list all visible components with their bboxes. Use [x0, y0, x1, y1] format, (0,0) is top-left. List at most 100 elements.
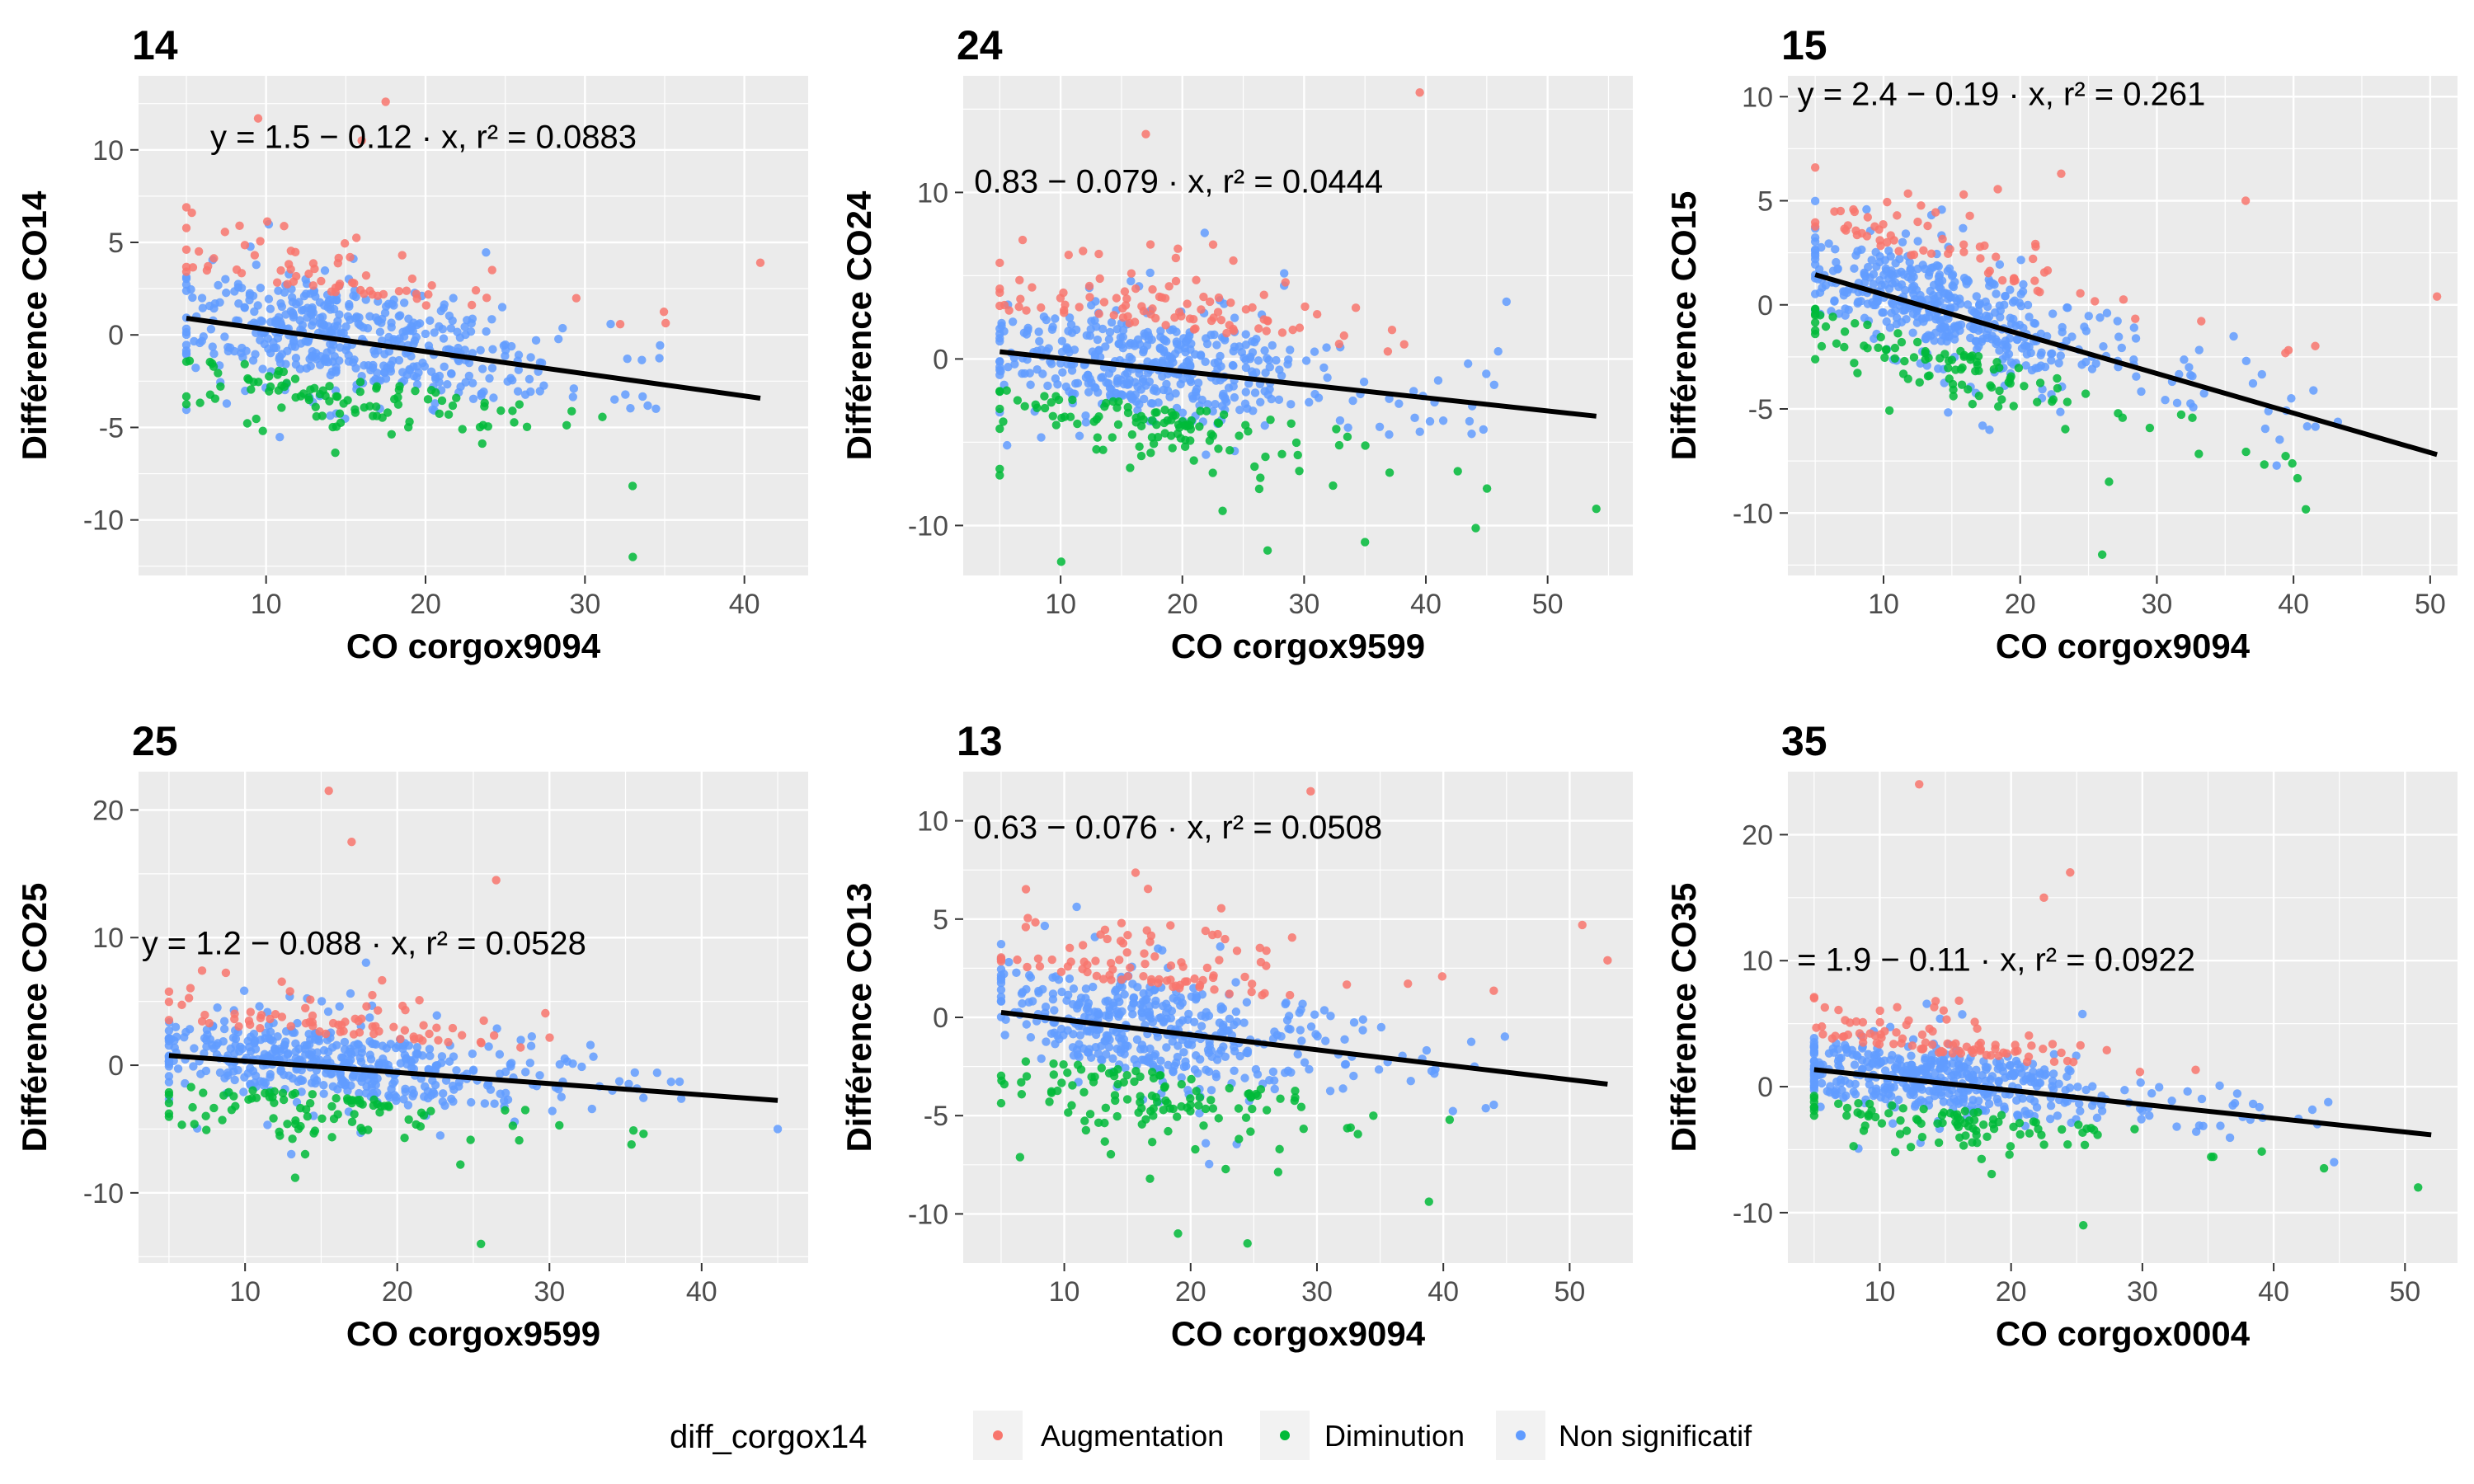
- x-axis-title: CO corgox9599: [346, 1314, 600, 1353]
- data-point: [1841, 1044, 1851, 1053]
- y-tick-label: 10: [917, 806, 948, 838]
- data-point: [187, 208, 196, 218]
- data-point: [308, 259, 318, 268]
- data-point: [1817, 1078, 1827, 1088]
- data-point: [1041, 1002, 1051, 1012]
- data-point: [1256, 957, 1266, 967]
- data-point: [1255, 943, 1264, 953]
- data-point: [1260, 989, 1269, 998]
- data-point: [1958, 1010, 1967, 1019]
- data-point: [310, 1073, 319, 1082]
- data-point: [444, 311, 454, 321]
- data-point: [1424, 1197, 1433, 1206]
- data-point: [1959, 190, 1968, 200]
- data-point: [1853, 1052, 1862, 1061]
- data-point: [350, 1048, 360, 1057]
- data-point: [258, 364, 267, 373]
- data-point: [1176, 340, 1185, 350]
- data-point: [294, 1125, 303, 1134]
- data-point: [1139, 415, 1148, 425]
- data-point: [426, 386, 436, 395]
- data-point: [2093, 1130, 2102, 1139]
- data-point: [1071, 378, 1080, 388]
- data-point: [261, 1028, 270, 1038]
- data-point: [1230, 1066, 1239, 1075]
- data-point: [516, 1043, 525, 1052]
- data-point: [315, 319, 325, 328]
- data-point: [197, 294, 207, 303]
- data-point: [240, 359, 249, 369]
- data-point: [291, 359, 301, 369]
- data-point: [2057, 169, 2066, 178]
- data-point: [2000, 1102, 2009, 1111]
- regression-line: [186, 316, 761, 401]
- data-point: [1500, 1032, 1510, 1041]
- y-tick-label: -10: [908, 510, 948, 542]
- data-point: [270, 1087, 279, 1097]
- data-point: [1047, 1029, 1056, 1038]
- data-point: [2063, 303, 2072, 312]
- data-point: [237, 349, 246, 358]
- data-point: [1374, 1065, 1384, 1074]
- x-tick-label: 30: [569, 589, 600, 620]
- data-point: [1286, 345, 1295, 355]
- data-point: [361, 958, 371, 967]
- data-point: [1884, 1089, 1893, 1099]
- data-point: [643, 401, 652, 411]
- data-point: [2137, 1115, 2146, 1124]
- data-point: [1063, 1068, 1072, 1078]
- data-point: [1489, 380, 1499, 390]
- data-point: [1210, 985, 1219, 994]
- data-point: [355, 1088, 364, 1098]
- data-point: [1840, 342, 1849, 352]
- data-point: [1156, 326, 1165, 336]
- data-point: [1093, 1025, 1102, 1035]
- data-point: [1249, 406, 1258, 416]
- data-point: [1976, 254, 1985, 263]
- data-point: [323, 322, 333, 331]
- data-point: [271, 1046, 280, 1055]
- data-point: [419, 1021, 428, 1030]
- data-point: [1139, 971, 1148, 981]
- data-point: [356, 1057, 366, 1067]
- data-point: [222, 288, 231, 298]
- regression-equation: y = 1.5 − 0.12 · x, r² = 0.0883: [210, 120, 637, 156]
- data-point: [366, 1054, 376, 1064]
- data-point: [1949, 392, 1958, 401]
- data-point: [2015, 1064, 2025, 1073]
- data-point: [458, 425, 467, 434]
- data-point: [430, 328, 439, 337]
- data-point: [1592, 505, 1601, 514]
- data-point: [339, 1026, 348, 1036]
- data-point: [380, 308, 390, 317]
- data-point: [2053, 1111, 2062, 1120]
- data-point: [1230, 1046, 1239, 1056]
- data-point: [1291, 438, 1301, 448]
- data-point: [506, 1059, 515, 1069]
- data-point: [2324, 1097, 2333, 1107]
- data-point: [1069, 1030, 1078, 1039]
- data-point: [1060, 412, 1070, 421]
- data-point: [1179, 1048, 1188, 1057]
- data-point: [373, 1074, 382, 1083]
- data-point: [1881, 345, 1891, 355]
- data-point: [412, 380, 422, 389]
- data-point: [1897, 267, 1906, 276]
- data-point: [378, 1041, 388, 1050]
- data-point: [1859, 1126, 1869, 1135]
- data-point: [1169, 325, 1178, 334]
- data-point: [1208, 1104, 1218, 1113]
- data-point: [1939, 322, 1948, 331]
- data-point: [440, 362, 449, 372]
- data-point: [1201, 1104, 1211, 1114]
- data-point: [1817, 341, 1827, 351]
- data-point: [2047, 355, 2056, 365]
- data-point: [541, 1008, 550, 1018]
- data-point: [480, 402, 489, 411]
- data-point: [332, 1093, 341, 1103]
- data-point: [1361, 441, 1370, 450]
- data-point: [421, 329, 430, 339]
- data-point: [1305, 397, 1314, 407]
- y-tick-label: -5: [1748, 394, 1773, 425]
